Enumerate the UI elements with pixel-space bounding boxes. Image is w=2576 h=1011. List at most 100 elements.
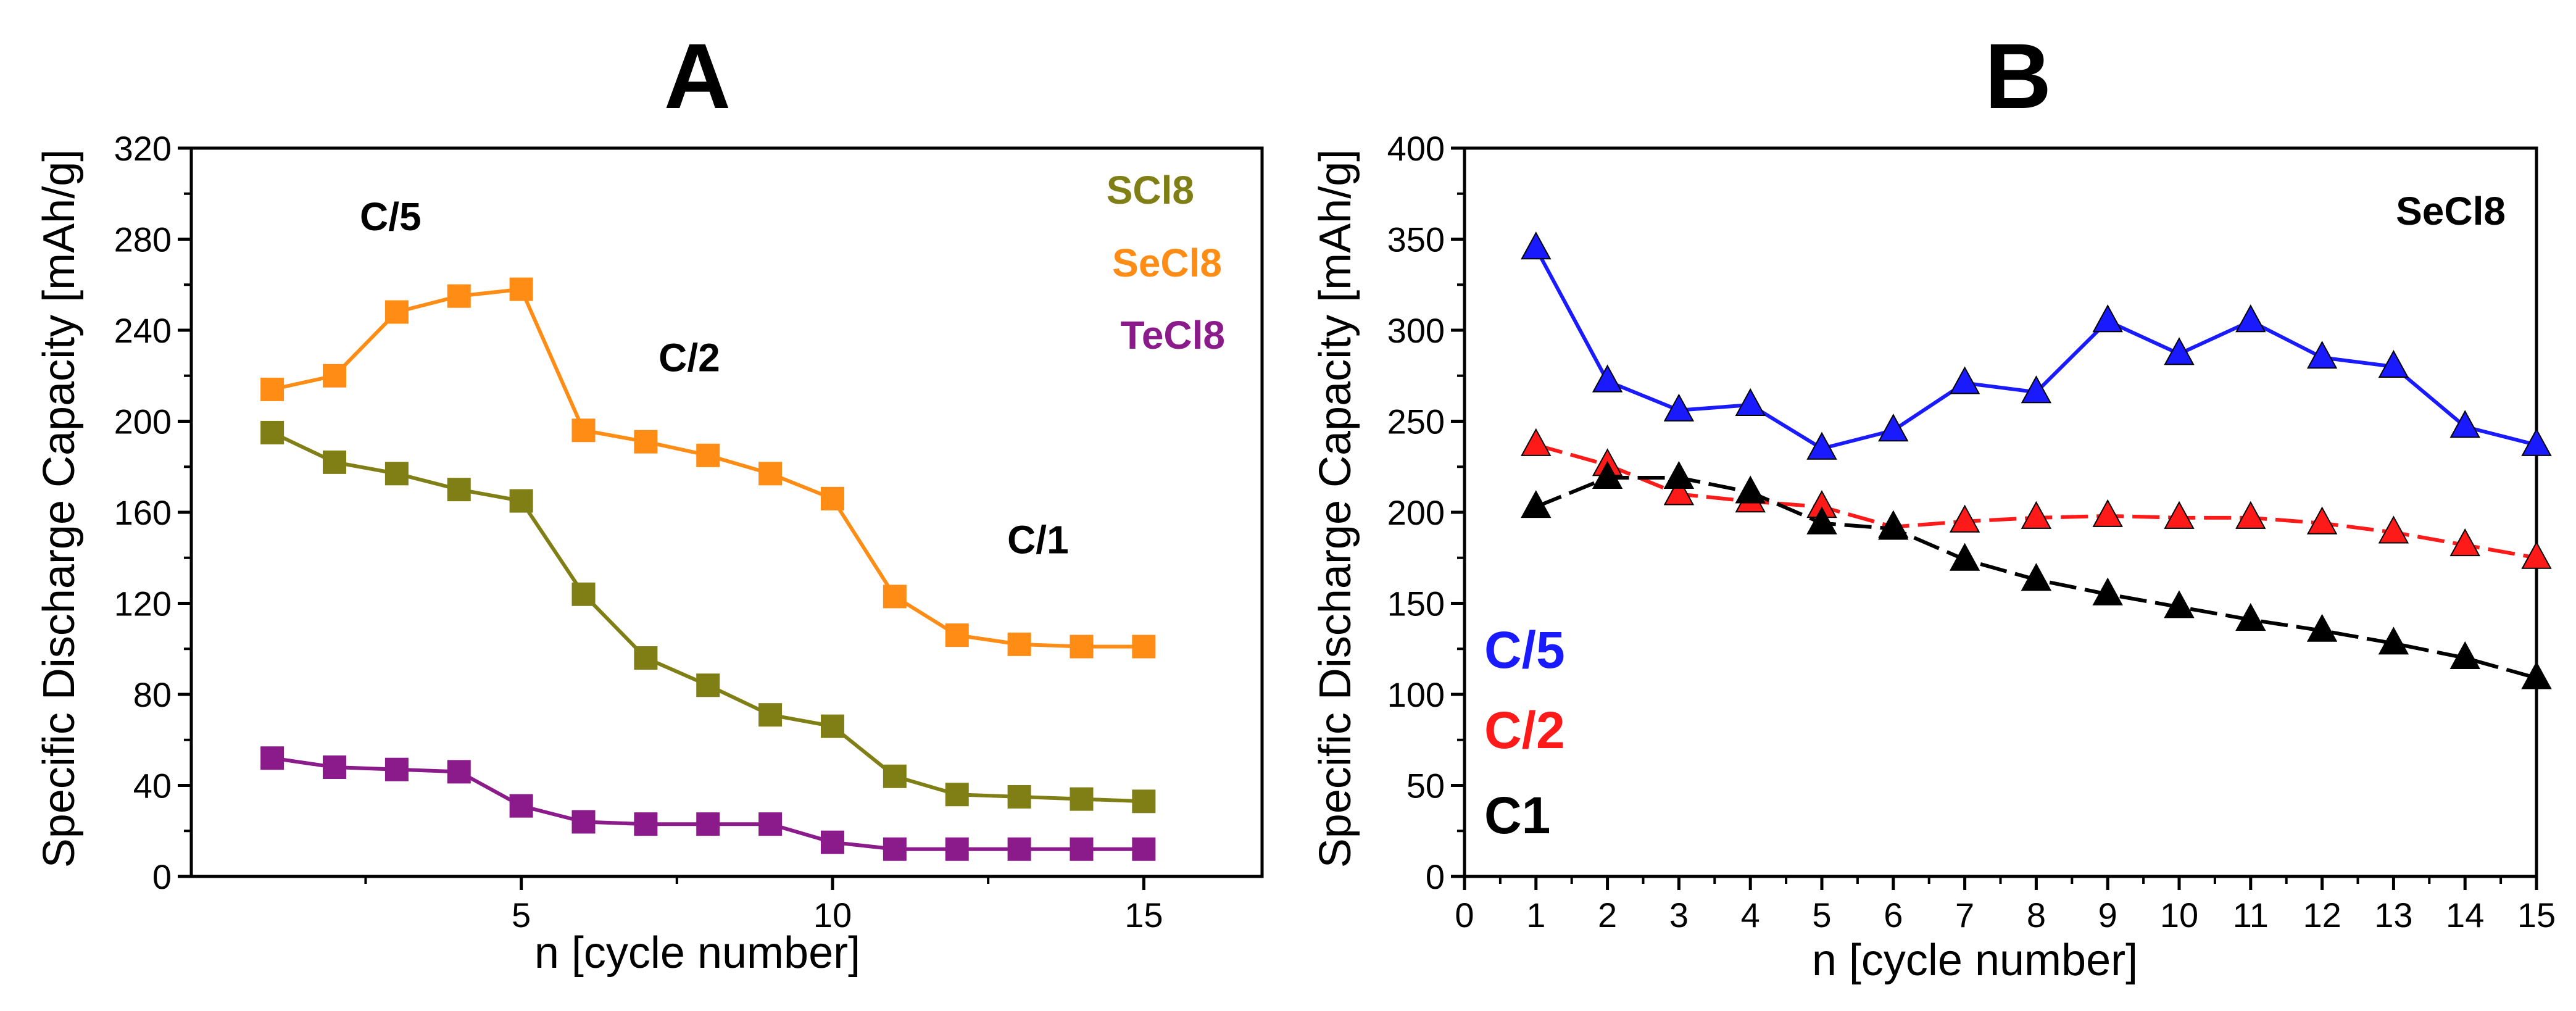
chart-a-x-axis-label: n [cycle number]: [534, 928, 860, 978]
chart-a-series-tecl8-point: [447, 760, 471, 784]
chart-a-y-tick-label: 160: [114, 493, 172, 532]
chart-a-x-tick-label: 5: [512, 896, 531, 934]
chart-a-series-secl8-point: [1070, 634, 1094, 659]
chart-a-series-scl8-point: [384, 462, 409, 486]
chart-a-annotation-c5: C/5: [360, 194, 422, 239]
chart-b-series-c5-point: [1592, 364, 1623, 393]
chart-b-series-c1-point: [1878, 512, 1909, 540]
chart-b-series-c5-point: [2235, 304, 2266, 333]
chart-b-x-tick-label: 12: [2303, 896, 2341, 934]
chart-a-y-tick-label: 0: [152, 857, 172, 896]
chart-a-series-tecl8-point: [758, 812, 783, 836]
chart-a-series-secl8-point: [571, 418, 596, 443]
chart-b-x-tick-label: 11: [2233, 896, 2269, 934]
chart-a: 0 40 80 120 160 200 240 280 320 5 10 15 SCl8 SeCl8 TeC…: [114, 129, 1264, 934]
chart-b-series-c1-point: [2449, 641, 2480, 669]
chart-a-annotation-c1: C/1: [1007, 517, 1069, 562]
chart-a-series-tecl8-point: [1132, 837, 1156, 861]
chart-b-y-tick-label: 50: [1406, 767, 1445, 805]
chart-b-series-c2-point: [2449, 528, 2480, 557]
chart-a-series-tecl8-point: [696, 812, 720, 836]
chart-a-legend-scl8: SCl8: [1107, 168, 1194, 212]
chart-b-series-c5-point: [1663, 393, 1695, 422]
chart-a-legend-secl8: SeCl8: [1112, 241, 1222, 285]
chart-a-series-scl8-point: [883, 764, 907, 788]
chart-a-series-scl8-point: [260, 420, 285, 444]
chart-b-series-c1-point: [1949, 543, 1980, 571]
chart-b-x-tick-label: 7: [1955, 896, 1974, 934]
chart-b-series-c1-point: [1521, 490, 1552, 518]
chart-b-x-axis-label: n [cycle number]: [1812, 936, 2138, 985]
chart-b-series-c5-point: [2164, 337, 2195, 365]
chart-b-legend-c2: C/2: [1484, 701, 1565, 759]
chart-a-series-scl8-point: [1070, 787, 1094, 811]
chart-a-series-scl8-point: [696, 673, 720, 697]
chart-b-x-tick-label: 8: [2027, 896, 2046, 934]
chart-b-series-c2-point: [2092, 499, 2123, 527]
chart-a-series-secl8-point: [323, 364, 347, 388]
chart-b-y-tick-label: 300: [1387, 311, 1445, 350]
chart-b-series-c1-point: [2164, 590, 2195, 618]
chart-a-x-tick-label: 15: [1124, 896, 1163, 934]
chart-b-series-c2-point: [1949, 504, 1980, 533]
chart-b-x-tick-label: 15: [2517, 896, 2556, 934]
chart-a-y-tick-label: 40: [133, 767, 172, 805]
chart-a-series-secl8-point: [1132, 634, 1156, 659]
chart-a-series-scl8-point: [509, 489, 533, 513]
chart-b-series-c5-point: [2521, 428, 2552, 456]
chart-a-series-tecl8-point: [634, 812, 658, 836]
chart-a-series-secl8-point: [384, 300, 409, 324]
chart-b-y-tick-label: 0: [1426, 857, 1445, 896]
chart-b-series-c1-point: [1735, 475, 1766, 504]
chart-a-series-scl8-point: [1007, 784, 1031, 809]
chart-b-series-c5-point: [2092, 304, 2123, 333]
chart-a-series-tecl8-point: [509, 794, 533, 818]
chart-b-x-tick-label: 0: [1455, 896, 1474, 934]
chart-b-series-c1-point: [2092, 577, 2123, 605]
chart-b-y-tick-label: 250: [1387, 402, 1445, 441]
chart-b-x-tick-label: 4: [1741, 896, 1760, 934]
chart-a-annotation-c2: C/2: [659, 335, 720, 380]
chart-b-series-c5-point: [2378, 349, 2409, 378]
chart-a-y-tick-label: 240: [114, 311, 172, 350]
chart-b-legend-c1: C1: [1484, 786, 1550, 844]
chart-a-series-tecl8-point: [1070, 837, 1094, 861]
chart-b-annotation-secl8: SeCl8: [2396, 189, 2506, 233]
chart-b-series-c2-point: [2021, 501, 2052, 529]
chart-b-series-c2-point: [2164, 501, 2195, 529]
chart-b-x-tick-label: 6: [1884, 896, 1903, 934]
chart-a-series-scl8-point: [820, 714, 844, 738]
chart-a-y-tick-label: 200: [114, 402, 172, 441]
chart-a-series-scl8-point: [945, 783, 969, 807]
chart-b-series-c5-point: [2021, 375, 2052, 404]
chart-b-y-tick-label: 400: [1387, 129, 1445, 168]
chart-b-series-c1-point: [2378, 626, 2409, 655]
chart-b-series-c5-point: [1806, 431, 1837, 460]
chart-a-series-secl8-point: [634, 430, 658, 454]
chart-b-series-c2-point: [2521, 541, 2552, 569]
chart-a-series-secl8-point: [509, 277, 533, 301]
chart-b-series-c5-point: [1878, 414, 1909, 442]
chart-a-y-axis-label: Specific Discharge Capacity [mAh/g]: [35, 149, 84, 868]
chart-a-series-tecl8-point: [820, 830, 844, 854]
chart-b-series-c1-point: [1663, 460, 1695, 489]
chart-a-series-tecl8-point: [883, 837, 907, 861]
chart-a-series-tecl8-point: [384, 757, 409, 781]
chart-a-series-secl8-point: [883, 585, 907, 609]
chart-b-series-c1-point: [2021, 563, 2052, 591]
chart-b-y-tick-label: 350: [1387, 220, 1445, 259]
chart-a-x-tick-label: 10: [813, 896, 852, 934]
chart-b-series-c5-point: [1949, 366, 1980, 394]
chart-a-series-tecl8-point: [571, 810, 596, 834]
chart-a-series-tecl8-point: [260, 746, 285, 770]
chart-a-series-tecl8-point: [1007, 837, 1031, 861]
chart-b-series-c1-point: [2235, 602, 2266, 631]
chart-a-series-tecl8-point: [945, 837, 969, 861]
chart-b-series-c1-point: [1806, 506, 1837, 535]
chart-b-series-c5-point: [2306, 341, 2338, 369]
chart-a-y-tick-label: 80: [133, 675, 172, 714]
chart-a-series-secl8-point: [447, 284, 471, 308]
chart-a-series-secl8-point: [696, 443, 720, 467]
chart-a-y-tick-label: 320: [114, 129, 172, 168]
